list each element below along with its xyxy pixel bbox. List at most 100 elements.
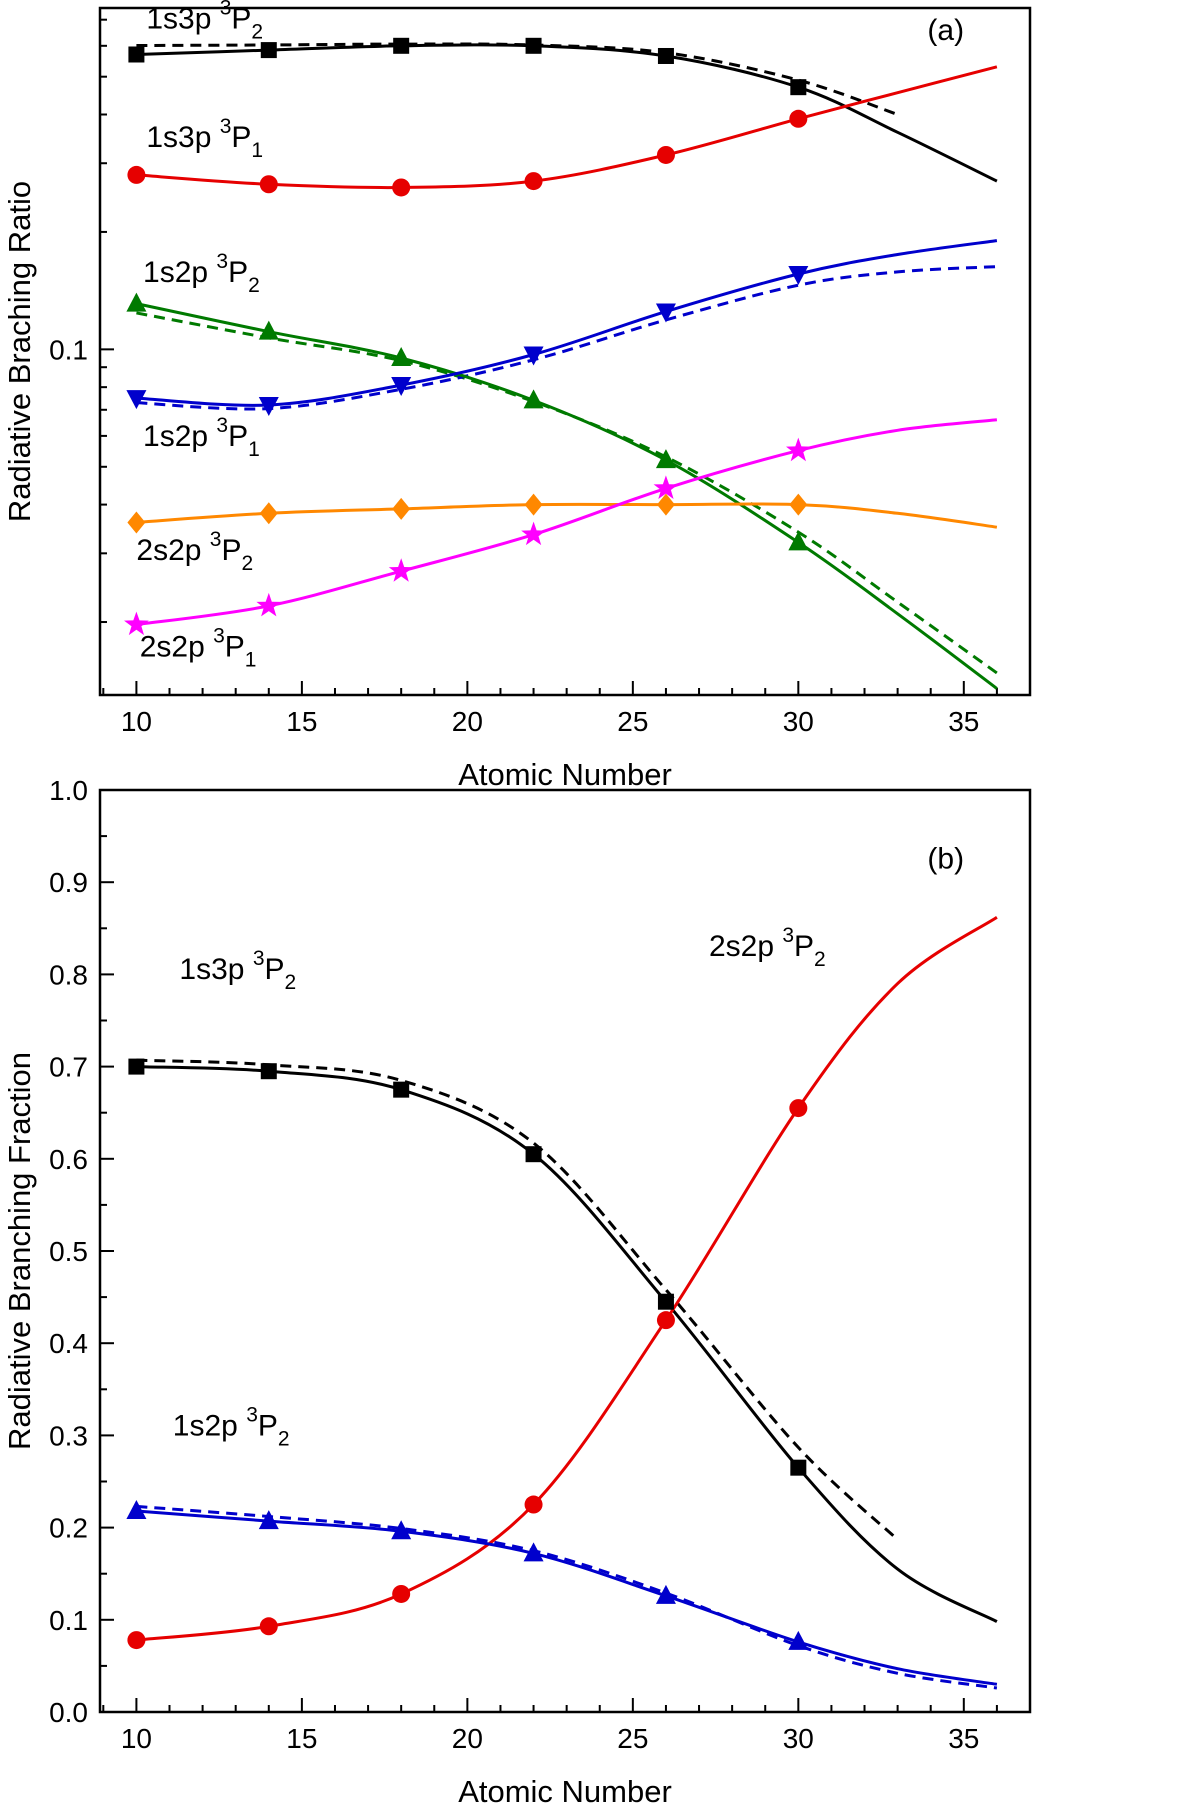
x-tick-label: 25 <box>617 1723 648 1754</box>
panel-letter: (b) <box>927 842 964 875</box>
panel-a: 10 15 20 25 30 35 0.1 Atomic Number Radiative Br… <box>2 0 1032 792</box>
y-tick-label: 0.5 <box>49 1236 88 1267</box>
x-axis-title: Atomic Number <box>458 1774 672 1808</box>
square-marker <box>657 1293 674 1310</box>
square-marker <box>790 1459 807 1476</box>
circle-marker <box>524 1495 543 1514</box>
square-marker <box>128 1058 145 1075</box>
square-marker <box>128 46 145 63</box>
circle-marker <box>789 1099 808 1118</box>
circle-marker <box>259 1617 278 1636</box>
series-markers <box>128 1058 807 1476</box>
series-markers <box>126 292 809 551</box>
series-solid-line <box>136 65 998 190</box>
series-dashed-line <box>136 265 997 411</box>
x-tick-label: 35 <box>948 1723 979 1754</box>
series-markers <box>128 37 807 96</box>
y-tick-label: 0.6 <box>49 1144 88 1175</box>
series-solid-line <box>136 239 998 407</box>
series-markers <box>127 109 808 197</box>
diamond-marker <box>789 493 808 516</box>
y-tick-label: 0.3 <box>49 1420 88 1451</box>
y-tick-label: 0.2 <box>49 1513 88 1544</box>
series-solid-line <box>136 302 998 690</box>
circle-marker <box>789 109 808 128</box>
x-tick-label: 15 <box>286 1723 317 1754</box>
diamond-marker <box>127 511 146 534</box>
square-marker <box>525 1146 542 1163</box>
series-markers <box>126 266 809 417</box>
star-marker <box>653 475 679 499</box>
y-tick-label: 0.0 <box>49 1697 88 1728</box>
triangle-up-marker <box>523 389 544 409</box>
triangle-up-marker <box>391 1520 412 1540</box>
triangle-up-marker <box>258 320 279 340</box>
axis-ticks <box>100 789 1031 1713</box>
triangle-down-marker <box>126 390 147 410</box>
x-tick-label: 15 <box>286 706 317 737</box>
y-axis-title: Radiative Braching Ratio <box>2 181 37 522</box>
series-dashed-line <box>136 42 899 116</box>
y-tick-label: 0.7 <box>49 1052 88 1083</box>
x-tick-label: 10 <box>121 1723 152 1754</box>
circle-marker <box>392 178 411 197</box>
square-marker <box>393 1081 410 1098</box>
circle-marker <box>127 1631 146 1650</box>
triangle-up-marker <box>391 347 412 367</box>
series-markers <box>126 1500 809 1650</box>
triangle-up-marker <box>655 449 676 469</box>
y-tick-label: 0.4 <box>49 1328 88 1359</box>
series-dashed-line <box>136 1504 998 1690</box>
diamond-marker <box>524 493 543 516</box>
panel-letter: (a) <box>927 14 964 47</box>
circle-marker <box>656 145 675 164</box>
square-marker <box>790 79 807 96</box>
triangle-up-marker <box>258 1510 279 1530</box>
circle-marker <box>127 165 146 184</box>
star-marker <box>521 521 546 546</box>
y-tick-label: 0.9 <box>49 867 88 898</box>
square-marker <box>393 37 410 54</box>
x-tick-label: 20 <box>452 1723 483 1754</box>
triangle-up-marker <box>788 531 809 551</box>
square-marker <box>260 1063 277 1080</box>
y-tick-label: 0.1 <box>49 1605 88 1636</box>
series-label: 1s2p 3P2 <box>173 1403 290 1450</box>
plot-border <box>98 6 1032 697</box>
series-label: 2s2p 3P2 <box>136 528 253 575</box>
circle-marker <box>524 172 543 191</box>
star-marker <box>124 611 149 636</box>
panel-b: 10 15 20 25 30 35 0.0 0.1 0.2 0.3 0.4 0.5 0.6 0.7 0.8 0… <box>2 775 1032 1809</box>
y-tick-label: 0.1 <box>49 334 88 365</box>
series-solid-line <box>136 915 998 1642</box>
triangle-up-marker <box>523 1542 544 1562</box>
series-markers <box>127 493 808 534</box>
diamond-marker <box>259 502 278 525</box>
series-dashed-line <box>136 311 998 675</box>
triangle-down-marker <box>391 377 412 397</box>
triangle-up-marker <box>788 1630 809 1650</box>
series-markers <box>127 1099 808 1650</box>
y-tick-label: 0.8 <box>49 959 88 990</box>
diamond-marker <box>392 497 411 520</box>
x-tick-label: 10 <box>121 706 152 737</box>
plot-border <box>98 788 1032 1714</box>
star-marker <box>256 592 282 617</box>
star-marker <box>786 437 811 462</box>
square-marker <box>657 47 674 64</box>
triangle-down-marker <box>523 346 544 366</box>
series-solid-line <box>136 502 998 529</box>
series-label: 1s3p 3P1 <box>146 115 263 162</box>
series-label: 1s2p 3P1 <box>143 414 260 461</box>
axis-ticks <box>100 18 1031 695</box>
triangle-up-marker <box>126 292 147 312</box>
series-solid-line <box>136 1509 998 1686</box>
triangle-up-marker <box>655 1584 676 1604</box>
series-markers <box>124 437 811 636</box>
series-label: 1s3p 3P2 <box>179 947 296 994</box>
series-solid-line <box>136 43 998 183</box>
triangle-down-marker <box>788 266 809 286</box>
x-tick-label: 30 <box>783 1723 814 1754</box>
series-solid-line <box>136 418 998 627</box>
